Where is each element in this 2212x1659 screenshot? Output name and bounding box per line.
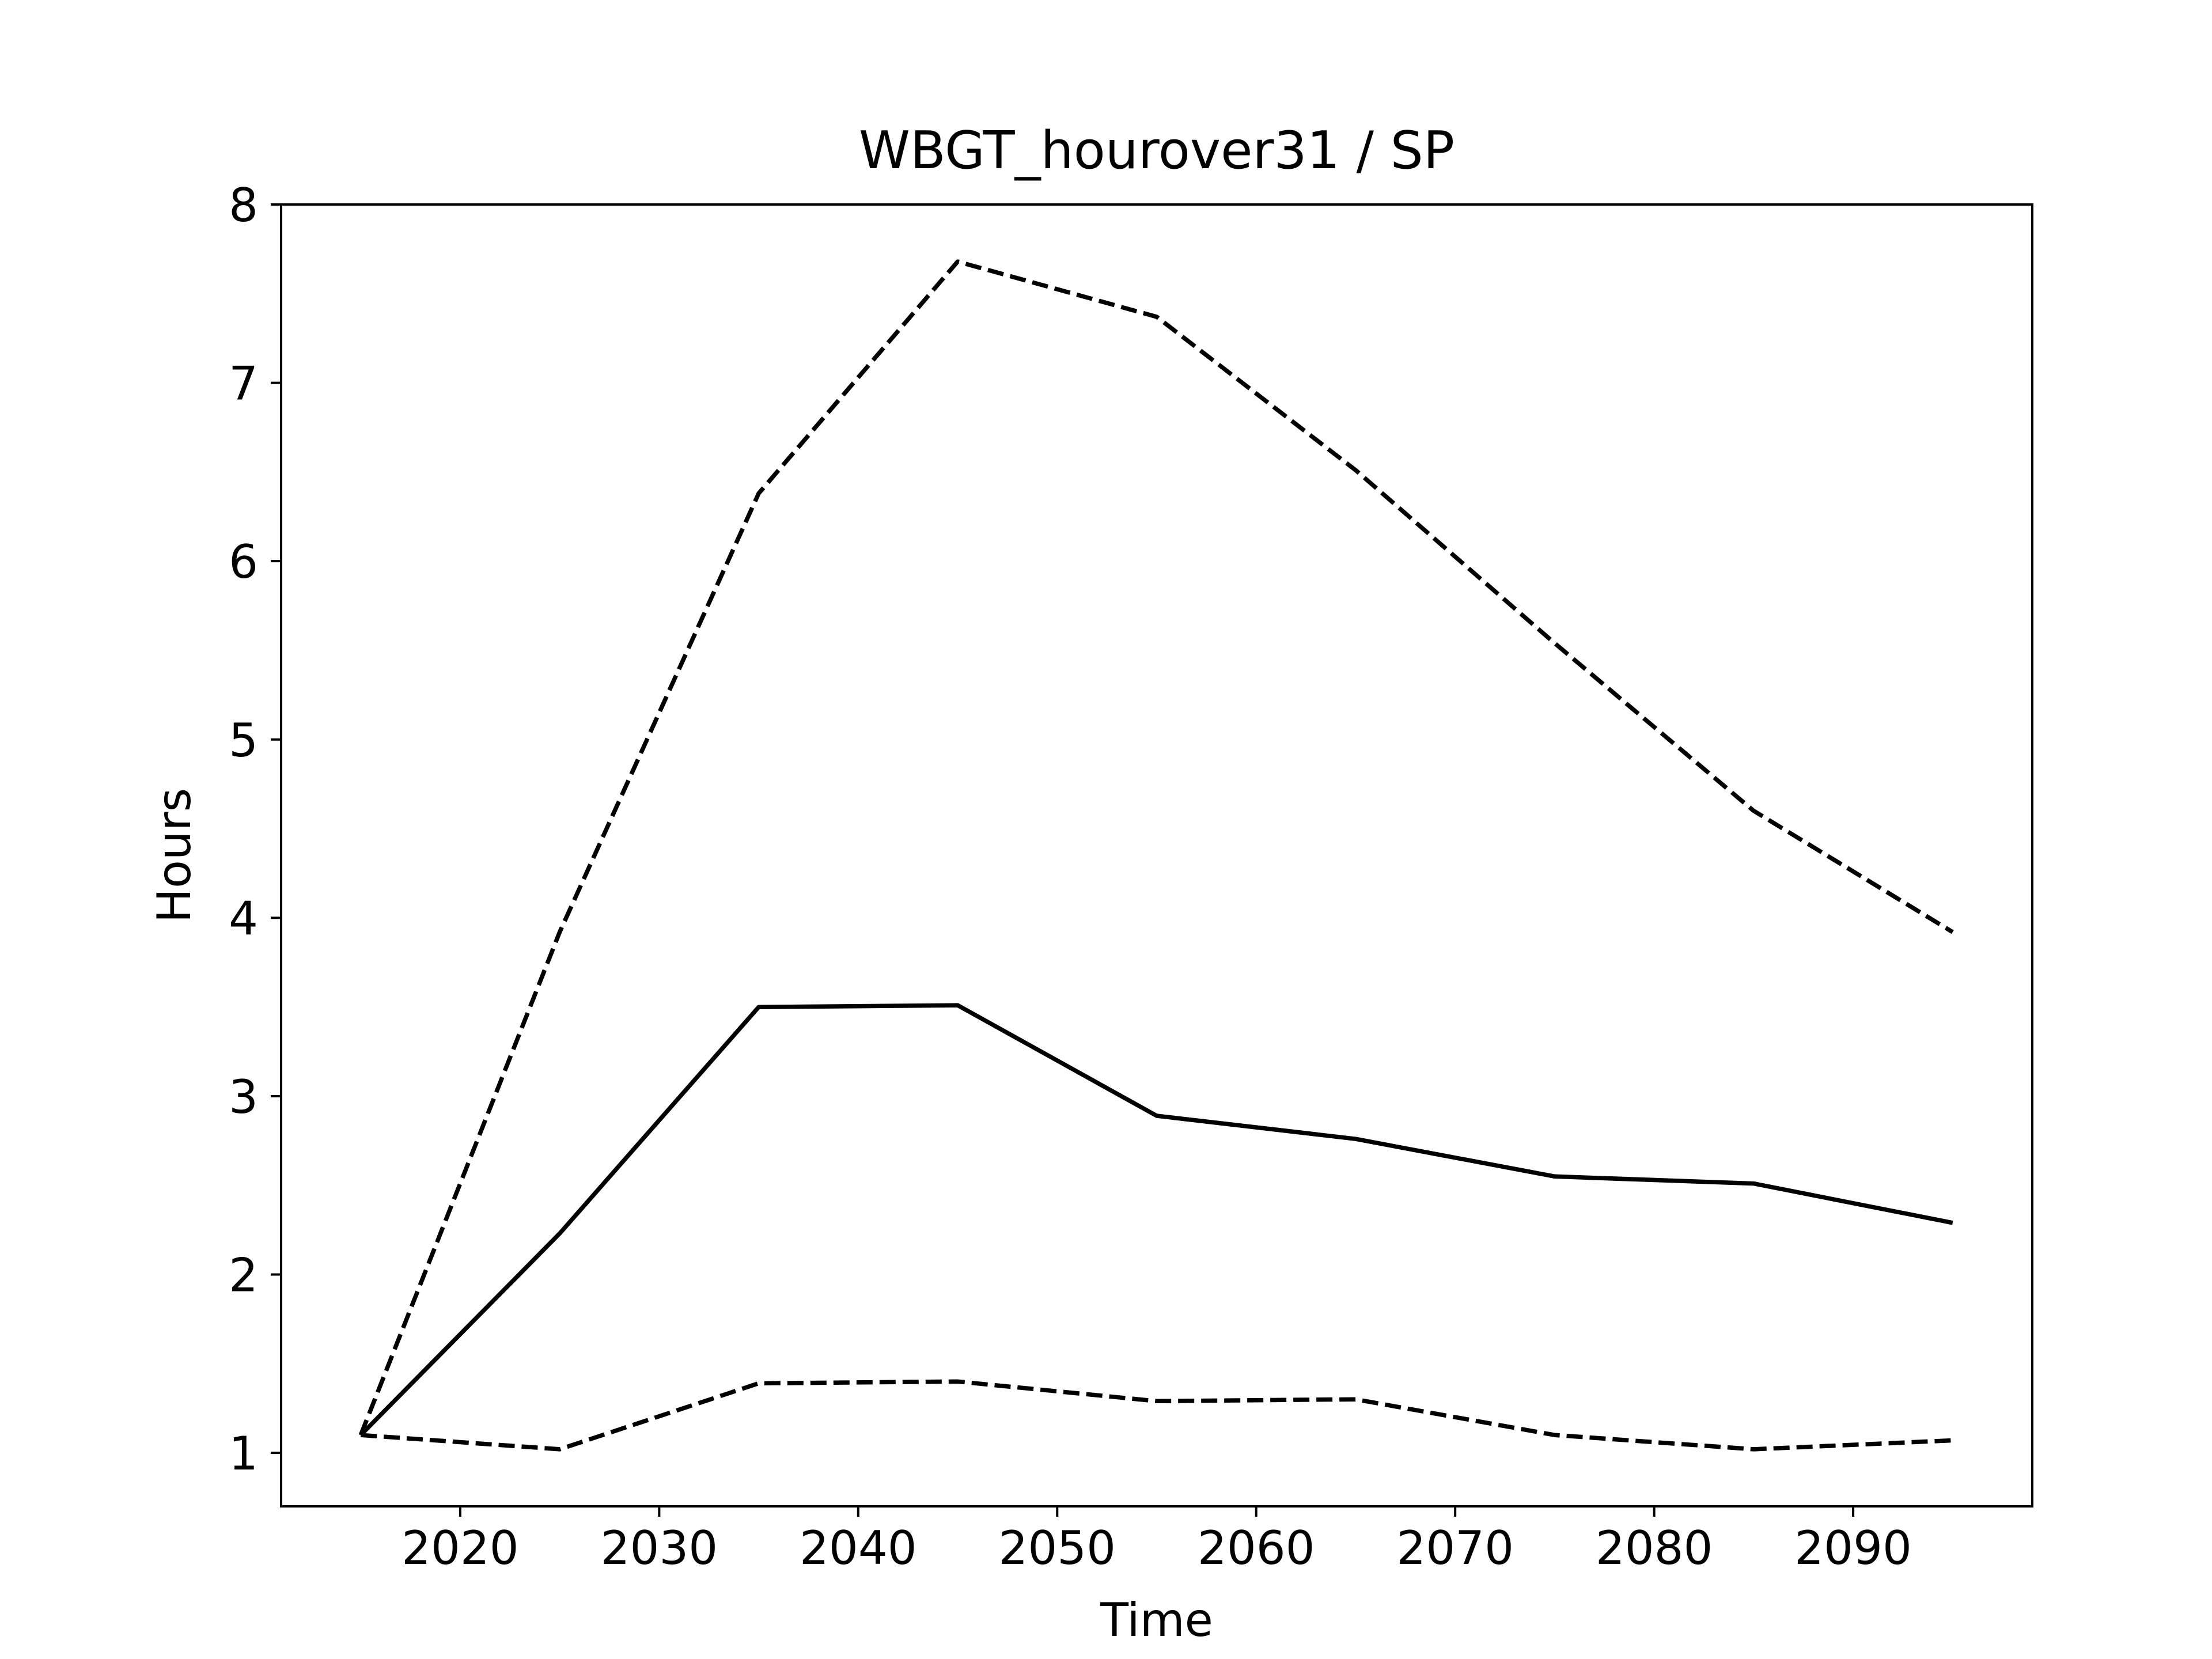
y-axis-label: Hours [147, 788, 201, 923]
y-tick-label: 7 [229, 357, 258, 411]
x-tick-label: 2040 [800, 1521, 917, 1575]
x-tick-label: 2060 [1198, 1521, 1315, 1575]
x-tick-label: 2030 [601, 1521, 718, 1575]
x-tick-label: 2080 [1596, 1521, 1713, 1575]
plot-area-frame [280, 203, 2033, 1508]
y-tick-label: 2 [229, 1249, 258, 1302]
series-layer [358, 259, 1954, 1452]
y-tick-label: 5 [229, 714, 258, 767]
x-tick-label: 2050 [998, 1521, 1116, 1575]
y-tick-label: 8 [229, 179, 258, 232]
y-axis-ticks: 1 2 3 4 5 6 7 8 [229, 179, 281, 1480]
y-tick-label: 6 [229, 535, 258, 589]
x-axis-ticks: 2020 2030 2040 2050 2060 2070 2080 2090 [402, 1506, 1912, 1575]
y-tick-label: 1 [229, 1427, 258, 1480]
x-axis-label: Time [1100, 1593, 1213, 1647]
dashed-series-line-3 [360, 1379, 1953, 1452]
y-tick-label: 4 [229, 892, 258, 945]
dashed-series-line-1 [358, 259, 1954, 1436]
x-tick-label: 2070 [1396, 1521, 1514, 1575]
chart-title: WBGT_hourover31 / SP [859, 120, 1455, 181]
y-tick-label: 3 [229, 1070, 258, 1124]
x-tick-label: 2090 [1794, 1521, 1912, 1575]
solid-series-line-2 [359, 1003, 1953, 1437]
x-tick-label: 2020 [402, 1521, 519, 1575]
